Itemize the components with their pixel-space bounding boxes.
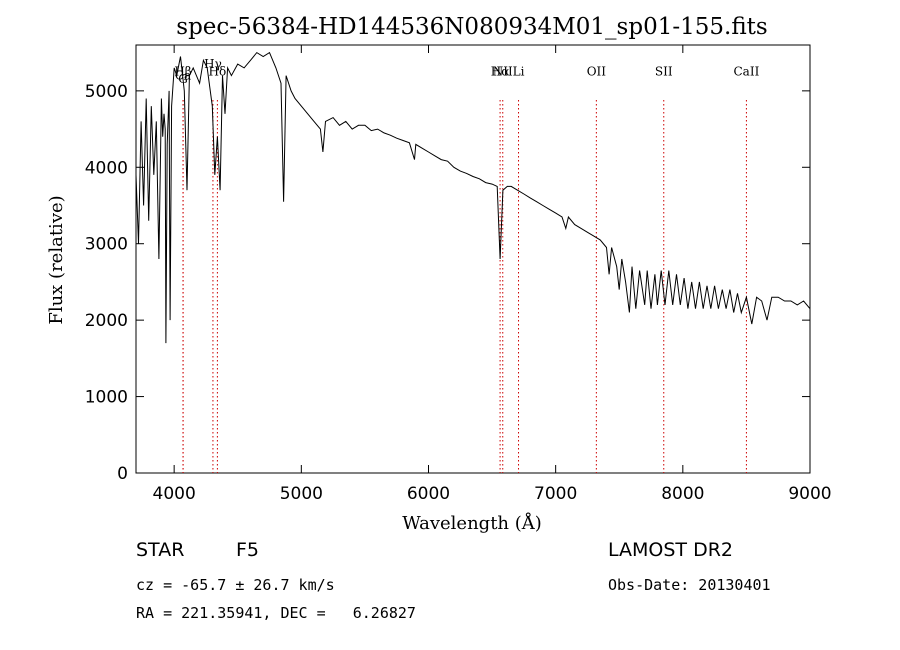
y-tick-label: 0 xyxy=(117,464,128,484)
redshift-line: cz = -65.7 ± 26.7 km/s xyxy=(136,576,335,594)
y-tick-label: 1000 xyxy=(85,388,128,408)
line-marker-label: Hδ xyxy=(209,65,227,79)
x-tick-label: 9000 xyxy=(788,484,831,504)
x-tick-label: 6000 xyxy=(407,484,450,504)
line-marker-label: CaII xyxy=(734,65,760,79)
line-marker-label: SII xyxy=(655,65,673,79)
y-tick-label: 3000 xyxy=(85,235,128,255)
line-marker-label: NII xyxy=(493,65,513,79)
spectrum-chart: spec-56384-HD144536N080934M01_sp01-155.f… xyxy=(46,14,832,534)
survey-label: LAMOST DR2 xyxy=(608,539,733,561)
line-marker-label: Hγ xyxy=(204,57,222,71)
x-tick-label: 7000 xyxy=(534,484,577,504)
x-tick-label: 5000 xyxy=(280,484,323,504)
x-tick-label: 8000 xyxy=(661,484,704,504)
y-axis-label: Flux (relative) xyxy=(46,195,67,324)
obs-date-line: Obs-Date: 20130401 xyxy=(608,576,771,594)
x-tick-label: 4000 xyxy=(153,484,196,504)
plot-frame xyxy=(135,44,811,474)
spectrum-line xyxy=(135,51,811,344)
object-class-label: STAR xyxy=(136,539,185,561)
spectral-subclass: F5 xyxy=(236,539,260,561)
x-axis-label: Wavelength (Å) xyxy=(402,512,542,534)
y-tick-label: 2000 xyxy=(85,311,128,331)
y-tick-label: 4000 xyxy=(85,158,128,178)
chart-title: spec-56384-HD144536N080934M01_sp01-155.f… xyxy=(176,14,767,40)
line-marker-label: OII xyxy=(587,65,607,79)
coordinates-line: RA = 221.35941, DEC = 6.26827 xyxy=(136,604,416,622)
line-marker-label: Hβ xyxy=(174,65,191,79)
line-marker-label: Hα xyxy=(491,65,510,79)
y-tick-label: 5000 xyxy=(85,82,128,102)
line-marker-label: Li xyxy=(513,65,525,79)
axis-layer: 4000 5000 6000 7000 8000 9000 0 1000 2000 3000 400… xyxy=(85,45,832,504)
